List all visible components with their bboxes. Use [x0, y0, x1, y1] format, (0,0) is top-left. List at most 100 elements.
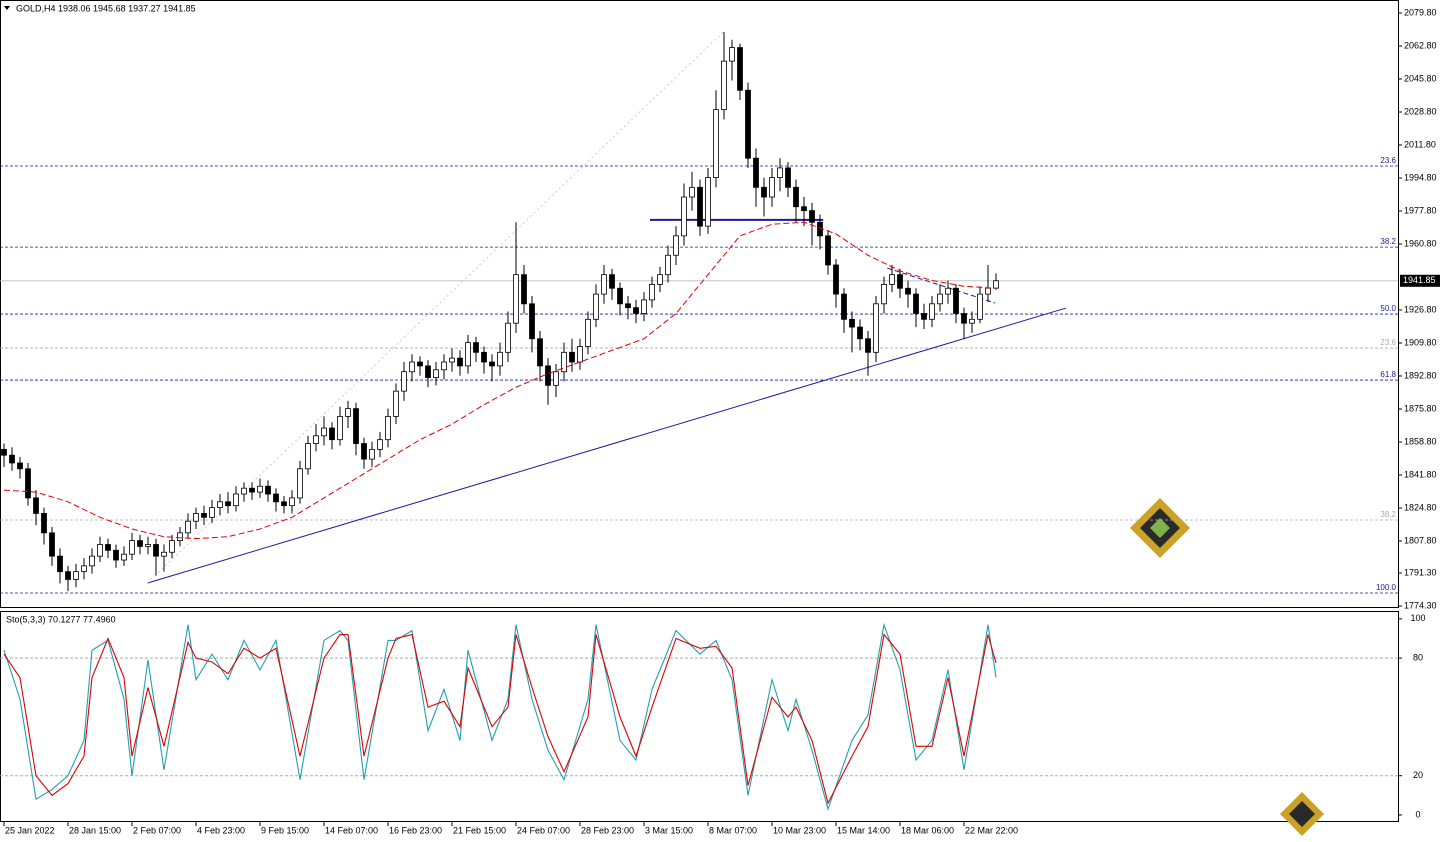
candle-body: [345, 408, 351, 417]
candle-body: [897, 274, 903, 289]
candle-body: [281, 501, 287, 507]
logo: [1130, 498, 1324, 836]
candle-body: [649, 283, 655, 301]
candle-body: [425, 365, 431, 378]
candle-body: [449, 357, 455, 363]
last-price-label: 1941.85: [1403, 275, 1436, 285]
candle-body: [721, 60, 727, 111]
candle-body: [49, 532, 55, 557]
x-tick-label: 4 Feb 23:00: [197, 825, 245, 835]
candle-body: [609, 274, 615, 289]
candle-body: [113, 549, 119, 561]
candle-body: [265, 485, 271, 495]
candle-body: [913, 293, 919, 314]
candle-body: [561, 351, 567, 373]
logo-core: [1150, 518, 1170, 538]
menu-arrow: [4, 6, 10, 10]
candle-body: [825, 235, 831, 266]
candle-body: [569, 351, 575, 363]
y-tick-label: 2079.80: [1404, 7, 1437, 17]
candle-body: [961, 313, 967, 324]
candle-body: [793, 186, 799, 208]
candle-body: [833, 264, 839, 295]
candle-body: [249, 487, 255, 493]
candle-body: [177, 532, 183, 542]
candle-body: [625, 303, 631, 309]
candle-body: [209, 507, 215, 518]
fib-label: 61.8: [1380, 370, 1396, 379]
candle-body: [409, 361, 415, 373]
candle-body: [337, 415, 343, 441]
candle-body: [121, 553, 127, 561]
candle-body: [361, 443, 367, 460]
candle-body: [441, 361, 447, 371]
y-tick-label: 1926.80: [1404, 304, 1437, 314]
candle-body: [849, 318, 855, 328]
candle-body: [433, 369, 439, 378]
x-tick-label: 8 Mar 07:00: [709, 825, 757, 835]
fib-label: 23.6: [1380, 156, 1396, 165]
stoch-tick-label: 0: [1415, 809, 1420, 819]
candle-body: [953, 287, 959, 314]
candle-body: [529, 303, 535, 340]
candle-body: [969, 318, 975, 324]
candle-body: [305, 443, 311, 470]
candle-body: [9, 454, 15, 464]
x-tick-label: 9 Feb 15:00: [261, 825, 309, 835]
stoch-tick-label: 20: [1413, 770, 1423, 780]
candle-body: [761, 186, 767, 198]
candle-body: [945, 287, 951, 295]
candle-body: [577, 346, 583, 363]
candle-body: [185, 520, 191, 534]
candle-body: [225, 501, 231, 507]
candle-body: [777, 167, 783, 179]
y-tick-label: 1875.80: [1404, 403, 1437, 413]
candle-body: [993, 280, 999, 289]
candle-body: [545, 365, 551, 386]
candle-body: [697, 186, 703, 227]
candle-body: [841, 293, 847, 320]
candle-body: [481, 351, 487, 363]
candle-body: [137, 540, 143, 547]
fib-label: 38.2: [1380, 237, 1396, 246]
candle-body: [985, 287, 991, 295]
candle-body: [161, 551, 167, 557]
candle-body: [273, 493, 279, 503]
candle-body: [241, 487, 247, 495]
candle-body: [473, 342, 479, 353]
stoch-line: [3, 622, 997, 811]
candle-body: [713, 109, 719, 179]
main-frame: [0, 0, 1399, 608]
y-tick-label: 1994.80: [1404, 172, 1437, 182]
candle-body: [657, 274, 663, 285]
candle-body: [329, 427, 335, 441]
x-tick-label: 21 Feb 15:00: [453, 825, 506, 835]
candle-body: [801, 206, 807, 212]
candle-body: [769, 177, 775, 198]
candle-body: [169, 540, 175, 553]
y-tick-label: 1824.80: [1404, 502, 1437, 512]
candle-body: [929, 303, 935, 320]
candle-body: [313, 435, 319, 444]
stoch-tick-label: 100: [1410, 613, 1425, 623]
candle-body: [57, 555, 63, 573]
candle-body: [633, 307, 639, 314]
candle-body: [921, 313, 927, 320]
x-tick-label: 16 Feb 23:00: [389, 825, 442, 835]
candle-body: [193, 513, 199, 522]
candle-body: [689, 186, 695, 198]
candle-body: [65, 571, 71, 580]
candle-body: [785, 167, 791, 188]
candle-body: [73, 571, 79, 580]
chart-title: GOLD,H4 1938.06 1945.68 1937.27 1941.85: [16, 3, 196, 13]
x-tick-label: 2 Feb 07:00: [133, 825, 181, 835]
stoch-line: [3, 633, 997, 805]
y-tick-label: 2028.80: [1404, 106, 1437, 116]
candle-body: [41, 513, 47, 534]
x-tick-label: 14 Feb 07:00: [325, 825, 378, 835]
candle-body: [489, 361, 495, 367]
candle-body: [321, 427, 327, 437]
candle-body: [497, 351, 503, 367]
candle-body: [593, 293, 599, 320]
